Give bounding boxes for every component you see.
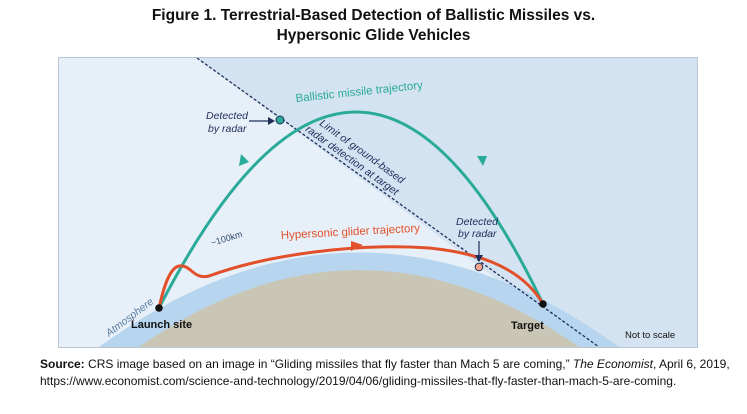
glider-detection-point bbox=[474, 262, 484, 272]
glider-detected-label-line-1: Detected bbox=[456, 216, 499, 228]
radar-limit-line bbox=[196, 58, 600, 347]
source-label: Source: bbox=[40, 357, 85, 371]
radar-shadow-region bbox=[197, 58, 697, 347]
source-publication: The Economist bbox=[572, 357, 653, 371]
glider-detected-label-line-2: by radar bbox=[458, 228, 497, 240]
scale-note: Not to scale bbox=[625, 330, 675, 341]
source-text-before: CRS image based on an image in “Gliding … bbox=[84, 357, 573, 371]
source-note: Source: CRS image based on an image in “… bbox=[40, 356, 740, 390]
source-text-after: , April 6, 2019, https://www.economist.c… bbox=[40, 357, 730, 388]
detection-diagram: Ballistic missile trajectory Hypersonic … bbox=[58, 57, 698, 348]
hypersonic-arrow bbox=[351, 241, 363, 251]
ballistic-detection-arrow-head bbox=[268, 117, 275, 125]
earth-surface bbox=[139, 270, 579, 347]
ballistic-arrow-down bbox=[477, 156, 487, 166]
figure-title-line-1: Figure 1. Terrestrial-Based Detection of… bbox=[151, 7, 596, 24]
target-marker bbox=[539, 300, 547, 308]
ballistic-arrow-up bbox=[239, 154, 249, 166]
ballistic-detected-label-line-1: Detected bbox=[206, 110, 249, 122]
launch-site-label: Launch site bbox=[131, 319, 192, 331]
ballistic-detection-point bbox=[275, 115, 285, 125]
glider-detection-arrow-head bbox=[475, 255, 483, 262]
target-label: Target bbox=[511, 320, 544, 332]
figure-title-line-2: Hypersonic Glide Vehicles bbox=[276, 27, 471, 44]
figure-title: Figure 1. Terrestrial-Based Detection of… bbox=[0, 6, 747, 46]
ballistic-trajectory bbox=[157, 110, 545, 309]
launch-site-marker bbox=[155, 304, 163, 312]
ballistic-detected-label-line-2: by radar bbox=[208, 123, 247, 135]
